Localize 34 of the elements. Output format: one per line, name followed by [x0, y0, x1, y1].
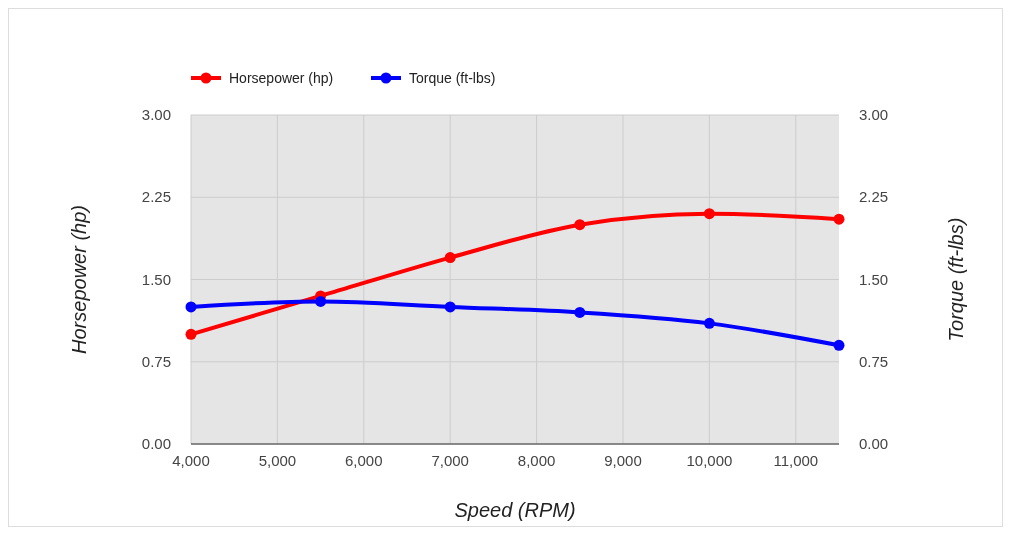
y2-tick-label: 3.00 — [859, 106, 889, 123]
x-tick-label: 8,000 — [517, 452, 556, 469]
point — [185, 328, 197, 340]
y2-axis-title: Torque (ft-lbs) — [945, 217, 967, 342]
y2-tick-label: 1.50 — [859, 270, 889, 288]
y-tick-label: 2.25 — [141, 188, 171, 206]
y2-tick-label: 2.25 — [859, 188, 889, 206]
legend-label: Horsepower (hp) — [229, 70, 334, 86]
x-tick-label: 5,000 — [258, 452, 297, 469]
point — [185, 301, 197, 313]
y-tick-label: 0.00 — [141, 435, 171, 452]
point — [574, 219, 586, 231]
point — [703, 317, 715, 329]
legend-label: Torque (ft-lbs) — [409, 70, 496, 86]
y-tick-label: 3.00 — [141, 106, 171, 123]
point — [444, 301, 456, 313]
x-axis-title: Speed (RPM) — [454, 499, 576, 521]
x-tick-label: 6,000 — [345, 452, 383, 469]
x-tick-label: 11,000 — [773, 452, 819, 469]
point — [444, 252, 456, 264]
point — [833, 213, 845, 225]
x-tick-label: 4,000 — [172, 452, 210, 469]
x-tick-label: 10,000 — [686, 452, 733, 469]
y-tick-label: 0.75 — [141, 352, 171, 370]
y2-tick-label: 0.00 — [859, 435, 889, 452]
x-tick-label: 7,000 — [431, 452, 469, 469]
x-tick-label: 9,000 — [604, 452, 642, 469]
y-tick-label: 1.50 — [141, 270, 171, 288]
y2-tick-label: 0.75 — [859, 352, 889, 370]
point — [574, 306, 586, 318]
y-axis-title: Horsepower (hp) — [68, 205, 90, 354]
point — [315, 295, 327, 307]
point — [703, 208, 715, 220]
point — [833, 339, 845, 351]
